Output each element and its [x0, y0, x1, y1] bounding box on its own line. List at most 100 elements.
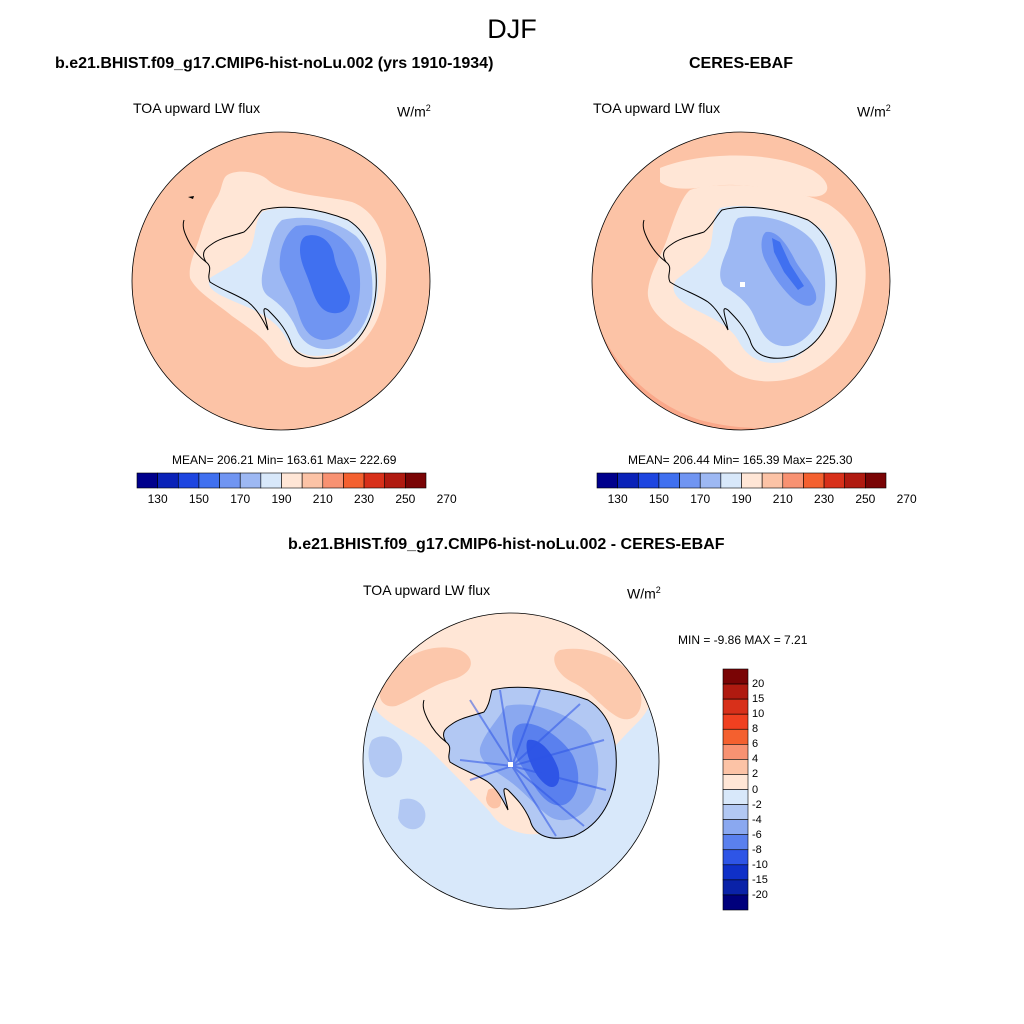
- panel1-map-border: [131, 131, 431, 431]
- panel2-colorbar-box: [782, 472, 804, 489]
- panel1-case-title: b.e21.BHIST.f09_g17.CMIP6-hist-noLu.002 …: [55, 55, 494, 72]
- panel1-colorbar-box: [157, 472, 179, 489]
- panel2-units-exp: 2: [885, 103, 891, 113]
- panel2-contour-170: [720, 216, 826, 347]
- diff-colorbar-box: [722, 713, 749, 730]
- page-title: DJF: [487, 14, 537, 44]
- panel2-colorbar-box: [617, 472, 639, 489]
- diff-colorbar-box: [722, 683, 749, 700]
- panel1-colorbar-box: [301, 472, 324, 489]
- panel2-colorbar-label: 250: [855, 492, 876, 506]
- panel1-colorbar-box: [260, 472, 282, 489]
- diff-colorbar-box: [722, 774, 749, 790]
- diff-coastline: [443, 686, 617, 839]
- panel2-colorbar: [596, 472, 887, 489]
- panel2-map-border: [591, 131, 891, 431]
- diff-colorbar-label: -10: [752, 858, 768, 871]
- diff-negative-south: [420, 810, 642, 909]
- panel2-colorbar-box: [679, 472, 701, 489]
- panel1-colorbar-box: [363, 472, 386, 489]
- panel2-colorbar-box: [741, 472, 763, 489]
- diff-colorbar-box: [722, 864, 749, 881]
- diff-colorbar-label: 6: [752, 738, 759, 751]
- diff-colorbar-box: [722, 804, 749, 820]
- panel2-peninsula: [642, 219, 667, 263]
- diff-map-border: [362, 612, 660, 910]
- panel1-colorbar-box: [177, 472, 200, 489]
- diff-variable: TOA upward LW flux: [363, 582, 491, 598]
- diff-colorbar-box: [722, 744, 749, 760]
- panel2-colorbar-box: [596, 472, 618, 489]
- diff-neg-patch-west: [368, 736, 403, 778]
- panel2-colorbar-label: 270: [896, 492, 917, 506]
- diff-colorbar-label: 15: [752, 693, 765, 706]
- panel1-colorbar-box: [198, 472, 220, 489]
- diff-colorbar-label: -6: [752, 828, 762, 841]
- diff-colorbar-label: -4: [752, 813, 762, 826]
- diff-colorbar-label: -20: [752, 888, 768, 901]
- panel2-colorbar-box: [720, 472, 742, 489]
- panel1-colorbar-box: [343, 472, 365, 489]
- diff-colorbar-box: [722, 759, 749, 775]
- panel1-peninsula: [182, 219, 207, 263]
- panel2-stats: MEAN= 206.44 Min= 165.39 Max= 225.30: [628, 453, 853, 467]
- diff-map: [363, 613, 659, 909]
- diff-positive-ring: [379, 647, 471, 707]
- panel1-colorbar-label: 230: [354, 492, 375, 506]
- diff-case-title: b.e21.BHIST.f09_g17.CMIP6-hist-noLu.002 …: [288, 536, 725, 553]
- diff-neg-patch-sw: [398, 798, 426, 830]
- diff-colorbar-box: [722, 849, 749, 866]
- panel2-case-title: CERES-EBAF: [689, 55, 794, 72]
- panel1-colorbar-label: 150: [188, 492, 209, 506]
- diff-colorbar-box: [722, 819, 749, 835]
- diff-colorbar-label: -15: [752, 873, 768, 886]
- panel2-colorbar-label: 210: [772, 492, 793, 506]
- panel2-band-north: [660, 155, 828, 197]
- panel2-contour-130: [772, 238, 804, 290]
- panel1-variable: TOA upward LW flux: [133, 100, 261, 116]
- diff-pole-gap: [508, 762, 513, 767]
- diff-colorbar-box: [722, 834, 749, 851]
- panel2-colorbar-box: [865, 472, 887, 489]
- diff-ross-positive: [486, 788, 502, 809]
- panel1-colorbar: [136, 472, 427, 489]
- diff-radial-streaks: [459, 689, 607, 837]
- panel2-colorbar-box: [823, 472, 846, 489]
- diff-colorbar-label: 2: [752, 768, 759, 781]
- panel2-colorbar-box: [761, 472, 784, 489]
- panel1-colorbar-label: 170: [230, 492, 251, 506]
- panel1-colorbar-box: [384, 472, 406, 489]
- diff-units-exp: 2: [655, 585, 661, 595]
- panel1-colorbar-label: 250: [395, 492, 416, 506]
- panel2-variable: TOA upward LW flux: [593, 100, 721, 116]
- panel1-colorbar-label: 190: [271, 492, 292, 506]
- diff-units: W/m2: [627, 585, 661, 602]
- diff-colorbar-label: 8: [752, 723, 759, 736]
- panel1-colorbar-label: 210: [312, 492, 333, 506]
- panel1-units-base: W/m: [397, 103, 426, 120]
- panel1-stats: MEAN= 206.21 Min= 163.61 Max= 222.69: [172, 453, 397, 467]
- panel1-units: W/m2: [397, 103, 431, 120]
- panel2-colorbar-box: [637, 472, 660, 489]
- panel1-colorbar-box: [405, 472, 427, 489]
- panel2-map: [592, 132, 890, 430]
- panel2-units: W/m2: [857, 103, 891, 120]
- diff-colorbar-label: 0: [752, 783, 759, 796]
- diff-positive-ne: [554, 648, 642, 720]
- panel2-colorbar-label: 150: [648, 492, 669, 506]
- diff-units-base: W/m: [627, 585, 656, 602]
- panel2-colorbar-box: [803, 472, 825, 489]
- diff-colorbar-box: [722, 789, 749, 805]
- panel2-colorbar-label: 130: [607, 492, 628, 506]
- panel2-south-rim: [592, 300, 877, 430]
- diff-colorbar-label: -2: [752, 798, 762, 811]
- panel2-colorbar-box: [699, 472, 722, 489]
- diff-colorbar-box: [722, 879, 749, 896]
- panel2-colorbar-label: 190: [731, 492, 752, 506]
- panel1-colorbar-box: [136, 472, 158, 489]
- panel1-colorbar-box: [322, 472, 344, 489]
- panel1-colorbar-box: [239, 472, 262, 489]
- panel1-island: [188, 196, 194, 199]
- panel1-colorbar-label: 270: [436, 492, 457, 506]
